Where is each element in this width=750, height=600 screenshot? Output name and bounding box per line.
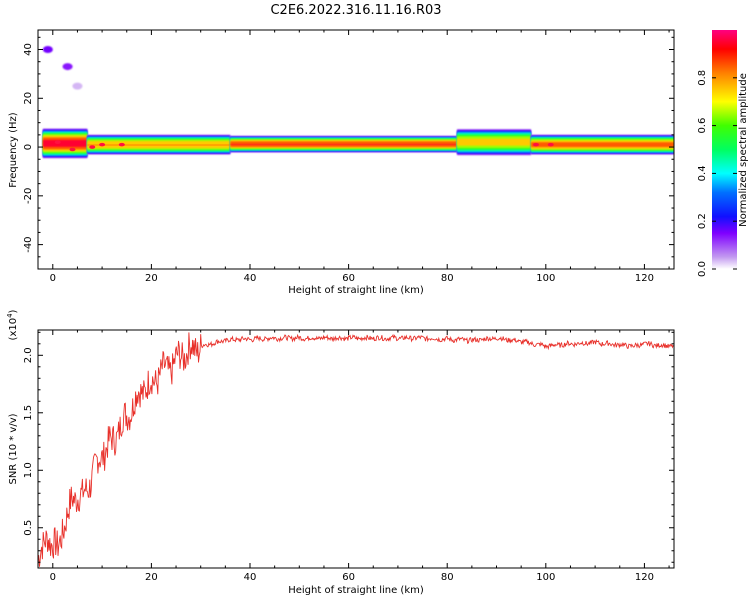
snr-y-tick-label: 0.5 [23, 520, 34, 536]
spectrogram-y-tick-label: -20 [23, 188, 34, 204]
snr-x-tick-label: 120 [635, 572, 654, 583]
spectrogram-band [87, 141, 231, 149]
snr-x-axis: 0 20 40 60 80 100 120 [50, 330, 670, 583]
snr-y-axis: 0.5 1.0 1.5 2.0 [23, 331, 674, 563]
spectrogram-y-axis: -40 -20 0 20 40 [23, 36, 674, 270]
spectrogram-y-tick-label: 0 [23, 144, 34, 150]
snr-y-multiplier: (x104) [6, 309, 19, 340]
figure-title: C2E6.2022.316.11.16.R03 [270, 3, 441, 18]
snr-x-tick-label: 0 [50, 572, 56, 583]
spectrogram-hot-spot [69, 147, 76, 152]
snr-frame [37, 329, 675, 569]
snr-x-tick-label: 100 [536, 572, 555, 583]
spectrogram-hot-spot [532, 142, 539, 147]
spectrogram-band [42, 139, 88, 147]
spectrogram-x-tick-label: 20 [145, 273, 158, 284]
spectrogram-x-axis: 0 20 40 60 80 100 120 [50, 30, 670, 284]
spectrogram-x-tick-label: 0 [50, 273, 56, 284]
spectrogram-y-tick-label: 40 [23, 43, 34, 56]
spectrogram-image [42, 46, 674, 159]
spectrogram-x-label: Height of straight line (km) [288, 285, 424, 296]
spectrogram-y-tick-label: -40 [23, 236, 34, 252]
spectrogram-y-tick-label: 20 [23, 92, 34, 105]
spectrogram-hot-spot [547, 142, 554, 147]
spectrogram-hot-spot [89, 145, 96, 149]
snr-x-tick-label: 20 [145, 572, 158, 583]
spectrogram-band [531, 142, 674, 148]
colorbar: 0.0 0.2 0.4 0.6 0.8 Normalized spectral ampl… [697, 30, 749, 277]
spectrogram-band [87, 144, 231, 146]
spectrogram-faint-blob [62, 63, 73, 71]
snr-y-label: SNR (10 * v/v) [8, 413, 19, 484]
spectrogram-hot-spot [118, 142, 125, 147]
spectrogram-hot-spot [99, 142, 106, 147]
spectrogram-x-tick-label: 60 [342, 273, 355, 284]
colorbar-label: Normalized spectral amplitude [738, 73, 749, 227]
spectrogram-x-tick-label: 120 [635, 273, 654, 284]
spectrogram-faint-blob [72, 82, 83, 90]
spectrogram-hot-spot [54, 140, 61, 144]
colorbar-tick-label: 0.4 [697, 165, 708, 181]
spectrogram-frame [37, 29, 675, 270]
colorbar-ticks: 0.0 0.2 0.4 0.6 0.8 [697, 70, 737, 277]
snr-x-tick-label: 80 [441, 572, 454, 583]
spectrogram-x-tick-label: 100 [536, 273, 555, 284]
spectrogram-band [230, 144, 458, 145]
colorbar-tick-label: 0.8 [697, 70, 708, 86]
spectrogram-x-tick-label: 40 [244, 273, 257, 284]
colorbar-gradient [712, 30, 737, 269]
snr-y-tick-label: 1.5 [23, 405, 34, 421]
colorbar-tick-label: 0.6 [697, 118, 708, 134]
snr-y-tick-label: 2.0 [23, 347, 34, 363]
spectrogram-band [457, 138, 532, 146]
spectrogram-y-label: Frequency (Hz) [8, 112, 19, 188]
spectrogram-panel: 0 20 40 60 80 100 120 -40 -20 0 20 40 Height of st… [8, 29, 675, 296]
snr-panel: 0 20 40 60 80 100 120 0.5 1.0 1.5 2.0 Height of s… [6, 309, 675, 596]
snr-x-tick-label: 40 [244, 572, 257, 583]
snr-x-label: Height of straight line (km) [288, 585, 424, 596]
snr-x-tick-label: 60 [342, 572, 355, 583]
snr-y-tick-label: 1.0 [23, 462, 34, 478]
snr-series-line [38, 332, 674, 567]
colorbar-tick-label: 0.2 [697, 213, 708, 229]
spectrogram-x-tick-label: 80 [441, 273, 454, 284]
colorbar-tick-label: 0.0 [697, 261, 708, 277]
spectrogram-faint-blob [42, 46, 53, 54]
